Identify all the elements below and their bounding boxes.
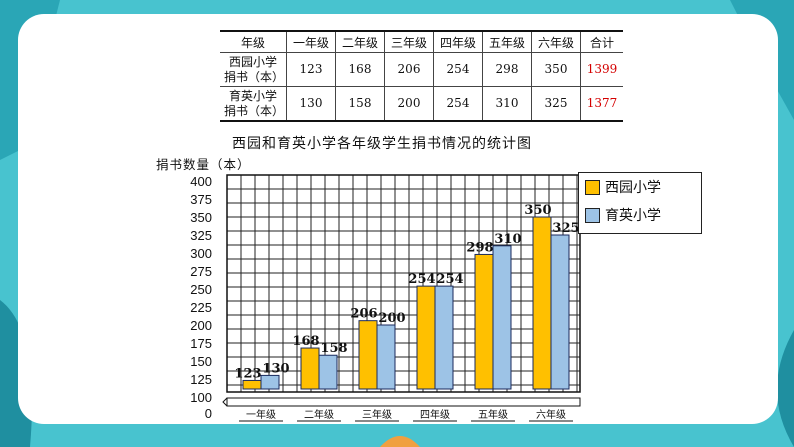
school-name: 西园小学 <box>228 54 277 69</box>
bar <box>416 285 436 390</box>
y-tick-label: 300 <box>190 246 212 261</box>
bar-value-label: 254 <box>436 272 463 287</box>
table-cell: 310 <box>482 86 532 122</box>
y-axis-title: 捐书数量（本） <box>156 157 251 172</box>
bar-value-label: 310 <box>494 232 521 247</box>
header-grade1: 一年级 <box>286 30 336 53</box>
bar <box>300 347 320 390</box>
bar <box>474 253 494 390</box>
chart-legend: 西园小学 育英小学 <box>578 172 702 234</box>
table-cell: 298 <box>482 52 532 87</box>
bar <box>376 324 396 390</box>
y-tick-label: 350 <box>190 210 212 225</box>
y-tick-label: 375 <box>190 192 212 207</box>
table-cell: 168 <box>335 52 385 87</box>
table-cell: 130 <box>286 86 336 122</box>
school-name: 育英小学 <box>228 88 277 103</box>
bar <box>532 216 552 390</box>
bar-value-label: 200 <box>378 311 405 326</box>
header-grade: 年级 <box>220 30 287 53</box>
header-grade4: 四年级 <box>433 30 483 53</box>
table-header-row: 年级 一年级 二年级 三年级 四年级 五年级 六年级 合计 <box>220 30 623 53</box>
bar <box>260 374 280 390</box>
table-cell: 254 <box>433 86 483 122</box>
x-tick-label: 六年级 <box>536 408 566 421</box>
y-tick-label: 250 <box>190 282 212 297</box>
x-tick-label: 三年级 <box>362 408 392 421</box>
donation-table: 年级 一年级 二年级 三年级 四年级 五年级 六年级 合计 西园小学 捐书（本） … <box>220 30 623 122</box>
legend-swatch <box>585 179 600 195</box>
header-grade5: 五年级 <box>482 30 532 53</box>
bar <box>550 234 570 390</box>
bar-value-label: 254 <box>408 272 435 287</box>
header-grade6: 六年级 <box>531 30 581 53</box>
bar <box>358 320 378 390</box>
bar-value-label: 123 <box>234 366 261 381</box>
table-row: 西园小学 捐书（本） 123 168 206 254 298 350 1399 <box>220 52 623 87</box>
table-cell: 325 <box>531 86 581 122</box>
chart-title: 西园和育英小学各年级学生捐书情况的统计图 <box>232 136 532 152</box>
table-cell: 254 <box>433 52 483 87</box>
bar-value-label: 298 <box>466 240 493 255</box>
table-cell: 158 <box>335 86 385 122</box>
y-tick-label: 175 <box>190 336 212 351</box>
axis-break-mark <box>222 397 228 407</box>
x-tick-label: 五年级 <box>478 408 508 421</box>
bar-value-label: 158 <box>320 341 347 356</box>
axis-break-band <box>226 397 581 407</box>
legend-label: 西园小学 <box>605 180 661 196</box>
row-label: 西园小学 捐书（本） <box>220 52 287 87</box>
bar-value-label: 206 <box>350 307 377 322</box>
table-row: 育英小学 捐书（本） 130 158 200 254 310 325 1377 <box>220 86 623 122</box>
y-tick-label: 0 <box>205 406 212 421</box>
y-tick-label: 100 <box>190 390 212 405</box>
header-grade2: 二年级 <box>335 30 385 53</box>
bar-value-label: 168 <box>292 334 319 349</box>
total-cell: 1377 <box>580 86 623 122</box>
y-tick-label: 150 <box>190 354 212 369</box>
x-tick-label: 一年级 <box>246 408 276 421</box>
unit-label: 捐书（本） <box>224 69 285 84</box>
legend-label: 育英小学 <box>605 208 661 224</box>
table-cell: 123 <box>286 52 336 87</box>
y-tick-label: 200 <box>190 318 212 333</box>
bar <box>434 285 454 390</box>
bar <box>492 245 512 390</box>
header-total: 合计 <box>580 30 623 53</box>
y-tick-label: 325 <box>190 228 212 243</box>
y-tick-label: 400 <box>190 174 212 189</box>
x-tick-label: 四年级 <box>420 408 450 421</box>
total-cell: 1399 <box>580 52 623 87</box>
bar-value-label: 130 <box>262 361 289 376</box>
plot-border <box>226 174 581 393</box>
legend-swatch <box>585 207 600 223</box>
bar <box>242 379 262 390</box>
header-grade3: 三年级 <box>384 30 434 53</box>
legend-item: 育英小学 <box>579 201 701 229</box>
bar-value-label: 350 <box>524 203 551 218</box>
y-tick-label: 225 <box>190 300 212 315</box>
bar <box>318 354 338 390</box>
table-cell: 350 <box>531 52 581 87</box>
row-label: 育英小学 捐书（本） <box>220 86 287 122</box>
table-cell: 206 <box>384 52 434 87</box>
table-cell: 200 <box>384 86 434 122</box>
y-tick-label: 125 <box>190 372 212 387</box>
legend-item: 西园小学 <box>579 173 701 201</box>
y-tick-label: 275 <box>190 264 212 279</box>
bar-value-label: 325 <box>552 221 579 236</box>
x-tick-label: 二年级 <box>304 408 334 421</box>
unit-label: 捐书（本） <box>224 103 285 118</box>
